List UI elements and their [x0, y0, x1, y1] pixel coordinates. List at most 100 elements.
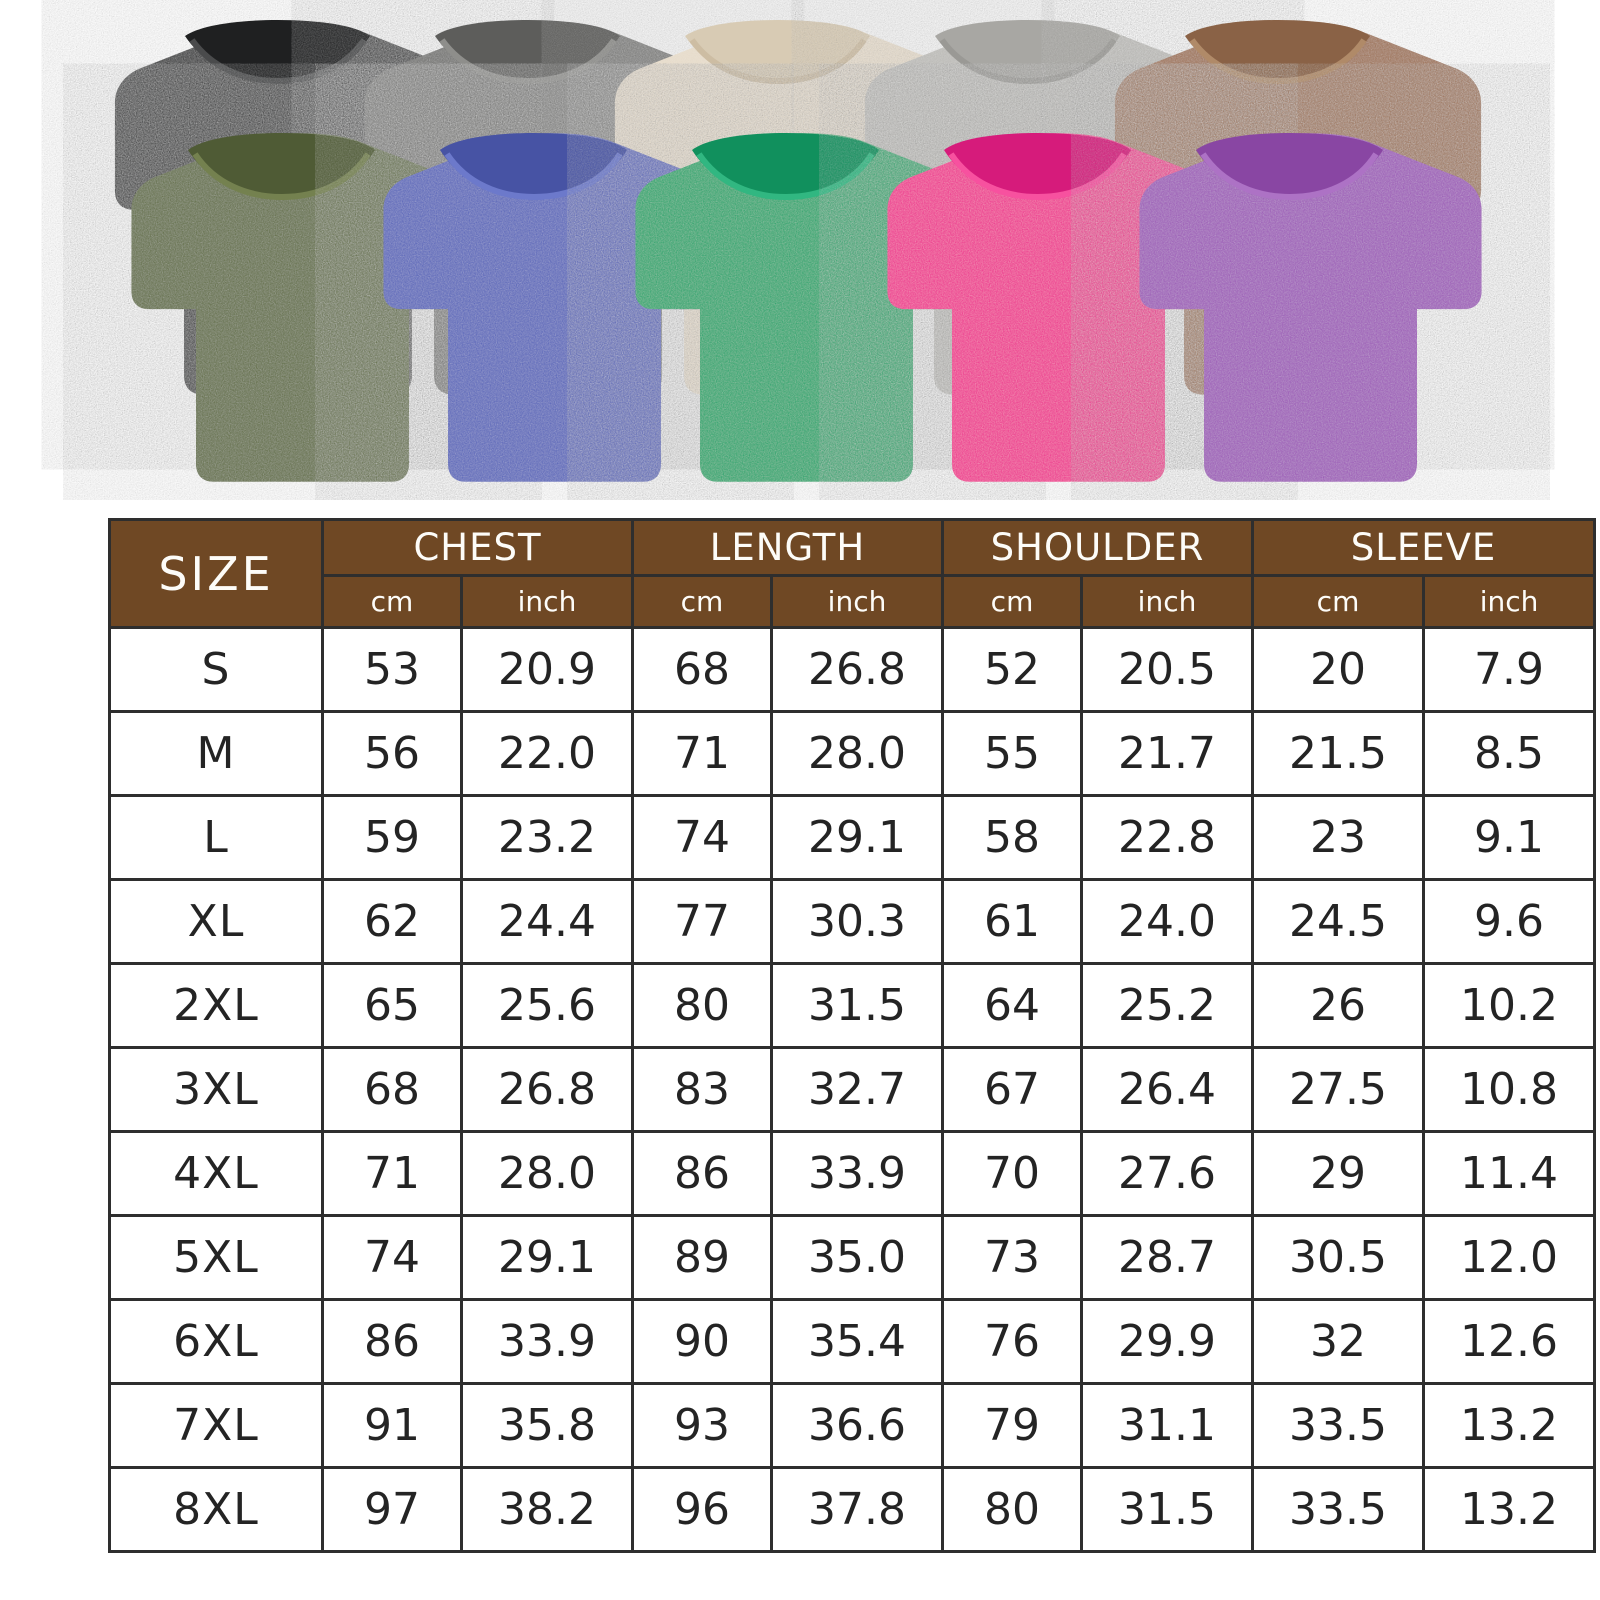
table-row: S 53 20.9 68 26.8 52 20.5 20 7.9 [108, 626, 1597, 713]
size-cell: L [108, 794, 324, 881]
shirt-dark-gray [364, 20, 732, 395]
measurement-cell: 25.6 [460, 962, 634, 1049]
measurement-cell: 20 [1251, 626, 1426, 713]
table-body: S 53 20.9 68 26.8 52 20.5 20 7.9 M 56 22.0 71 28.0 55 2… [108, 626, 1597, 1553]
shirt-black [114, 20, 482, 395]
measurement-cell: 32.7 [769, 1046, 945, 1133]
header-unit-length-cm: cm [631, 574, 773, 629]
size-cell: XL [108, 878, 324, 965]
header-unit-chest-inch: inch [460, 574, 634, 629]
measurement-cell: 58 [941, 794, 1084, 881]
measurement-cell: 26.4 [1080, 1046, 1255, 1133]
measurement-cell: 27.6 [1080, 1130, 1255, 1217]
shirt-pink [887, 133, 1230, 482]
measurement-cell: 26 [1251, 962, 1426, 1049]
header-unit-shoulder-inch: inch [1080, 574, 1255, 629]
measurement-cell: 10.8 [1422, 1046, 1597, 1133]
size-chart-table-container: SIZE CHEST LENGTH SHOULDER SLEEVE cm inc… [108, 518, 1597, 1553]
measurement-cell: 29 [1251, 1130, 1426, 1217]
measurement-cell: 21.5 [1251, 710, 1426, 797]
measurement-cell: 21.7 [1080, 710, 1255, 797]
measurement-cell: 52 [941, 626, 1084, 713]
measurement-cell: 28.0 [460, 1130, 634, 1217]
measurement-cell: 30.5 [1251, 1214, 1426, 1301]
measurement-cell: 26.8 [460, 1046, 634, 1133]
table-row: M 56 22.0 71 28.0 55 21.7 21.5 8.5 [108, 710, 1597, 797]
measurement-cell: 22.0 [460, 710, 634, 797]
measurement-cell: 91 [321, 1382, 463, 1469]
measurement-cell: 23 [1251, 794, 1426, 881]
measurement-cell: 93 [631, 1382, 773, 1469]
shirt-back-row [114, 20, 1482, 395]
header-unit-sleeve-inch: inch [1422, 574, 1597, 629]
measurement-cell: 89 [631, 1214, 773, 1301]
shirt-purple [1139, 133, 1482, 482]
measurement-cell: 33.5 [1251, 1382, 1426, 1469]
size-cell: 3XL [108, 1046, 324, 1133]
measurement-cell: 71 [631, 710, 773, 797]
table-row: XL 62 24.4 77 30.3 61 24.0 24.5 9.6 [108, 878, 1597, 965]
header-group-sleeve: SLEEVE [1251, 518, 1597, 577]
measurement-cell: 28.7 [1080, 1214, 1255, 1301]
header-group-chest: CHEST [321, 518, 634, 577]
measurement-cell: 10.2 [1422, 962, 1597, 1049]
size-cell: S [108, 626, 324, 713]
measurement-cell: 33.9 [460, 1298, 634, 1385]
size-cell: 5XL [108, 1214, 324, 1301]
measurement-cell: 24.0 [1080, 878, 1255, 965]
measurement-cell: 33.5 [1251, 1466, 1426, 1553]
shirt-light-gray [864, 20, 1232, 395]
measurement-cell: 27.5 [1251, 1046, 1426, 1133]
header-unit-length-inch: inch [769, 574, 945, 629]
measurement-cell: 37.8 [769, 1466, 945, 1553]
measurement-cell: 24.5 [1251, 878, 1426, 965]
measurement-cell: 33.9 [769, 1130, 945, 1217]
measurement-cell: 71 [321, 1130, 463, 1217]
measurement-cell: 9.6 [1422, 878, 1597, 965]
measurement-cell: 83 [631, 1046, 773, 1133]
measurement-cell: 64 [941, 962, 1084, 1049]
measurement-cell: 53 [321, 626, 463, 713]
measurement-cell: 80 [941, 1466, 1084, 1553]
header-row-groups: SIZE CHEST LENGTH SHOULDER SLEEVE [108, 518, 1597, 629]
table-row: 4XL 71 28.0 86 33.9 70 27.6 29 11.4 [108, 1130, 1597, 1217]
measurement-cell: 35.8 [460, 1382, 634, 1469]
shirt-front-row [131, 133, 1482, 482]
measurement-cell: 96 [631, 1466, 773, 1553]
size-cell: 2XL [108, 962, 324, 1049]
table-head: SIZE CHEST LENGTH SHOULDER SLEEVE cm inc… [108, 518, 1597, 629]
shirt-brown [1114, 20, 1482, 395]
measurement-cell: 22.8 [1080, 794, 1255, 881]
measurement-cell: 56 [321, 710, 463, 797]
measurement-cell: 30.3 [769, 878, 945, 965]
measurement-cell: 26.8 [769, 626, 945, 713]
measurement-cell: 9.1 [1422, 794, 1597, 881]
table-row: 7XL 91 35.8 93 36.6 79 31.1 33.5 13.2 [108, 1382, 1597, 1469]
table-row: 6XL 86 33.9 90 35.4 76 29.9 32 12.6 [108, 1298, 1597, 1385]
shirts-svg [114, 20, 1482, 482]
measurement-cell: 12.0 [1422, 1214, 1597, 1301]
header-group-shoulder: SHOULDER [941, 518, 1255, 577]
shirt-army-green [131, 133, 474, 482]
measurement-cell: 90 [631, 1298, 773, 1385]
measurement-cell: 36.6 [769, 1382, 945, 1469]
size-cell: 8XL [108, 1466, 324, 1553]
measurement-cell: 12.6 [1422, 1298, 1597, 1385]
measurement-cell: 73 [941, 1214, 1084, 1301]
measurement-cell: 86 [321, 1298, 463, 1385]
measurement-cell: 13.2 [1422, 1382, 1597, 1469]
product-photo-collage [0, 0, 1600, 500]
header-group-length: LENGTH [630, 518, 945, 577]
measurement-cell: 76 [941, 1298, 1084, 1385]
measurement-cell: 65 [321, 962, 463, 1049]
shirt-blue [383, 133, 726, 482]
measurement-cell: 29.9 [1080, 1298, 1255, 1385]
measurement-cell: 32 [1251, 1298, 1426, 1385]
table-row: L 59 23.2 74 29.1 58 22.8 23 9.1 [108, 794, 1597, 881]
measurement-cell: 55 [941, 710, 1084, 797]
measurement-cell: 35.0 [769, 1214, 945, 1301]
size-cell: 4XL [108, 1130, 324, 1217]
size-cell: M [108, 710, 324, 797]
measurement-cell: 61 [941, 878, 1084, 965]
